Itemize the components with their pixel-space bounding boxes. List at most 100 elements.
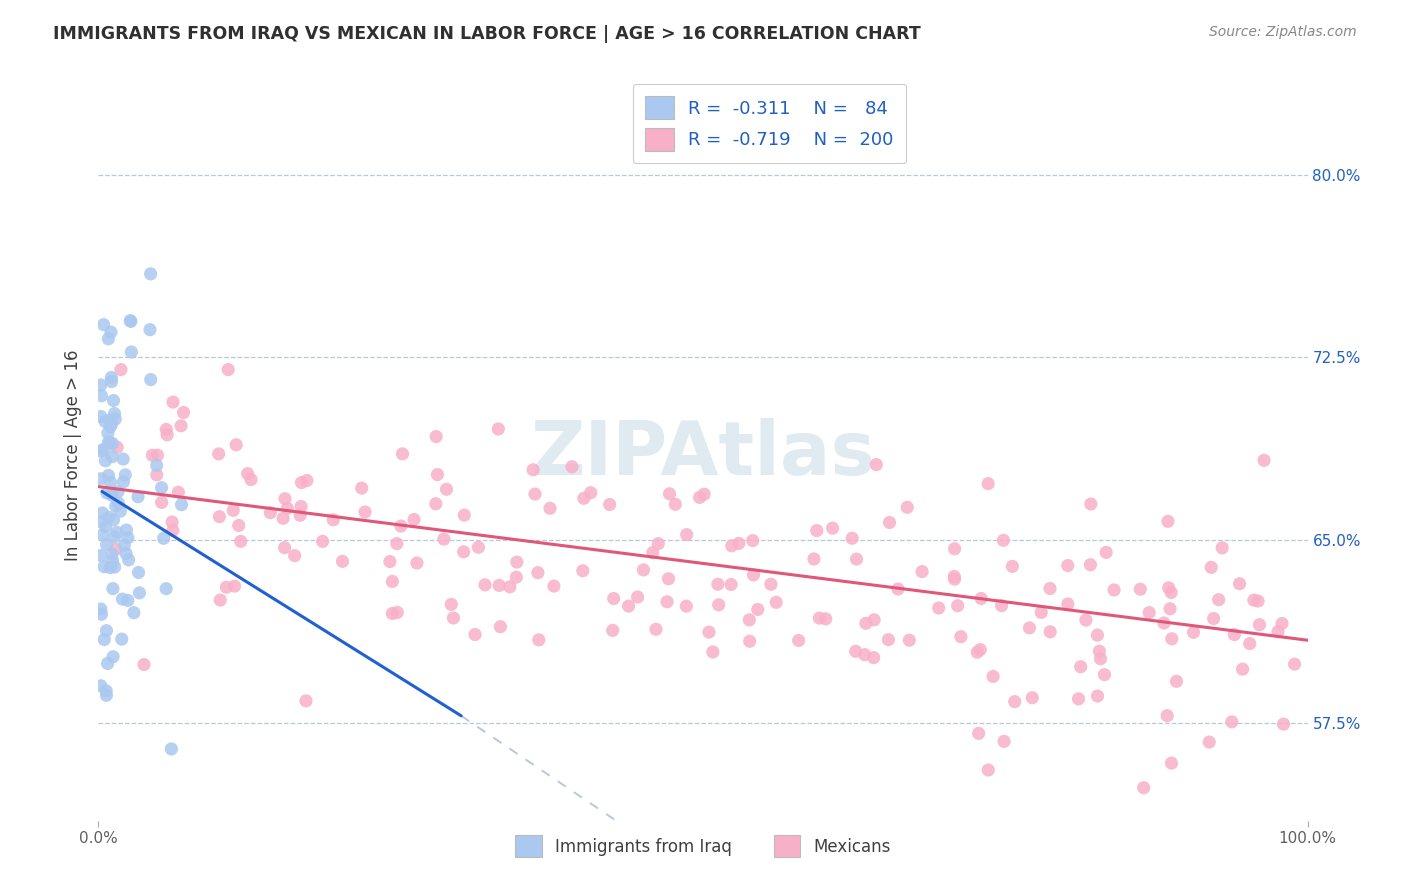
Point [741,533,763,548]
Point [94,520,117,534]
Point [738,634,761,648]
Point [93,318,115,332]
Point [1220,714,1243,729]
Point [132,657,155,672]
Point [332,554,354,568]
Point [855,616,877,631]
Point [217,362,239,376]
Point [288,508,311,523]
Point [104,499,127,513]
Point [112,475,135,489]
Point [93,559,115,574]
Point [543,579,565,593]
Point [1132,780,1154,795]
Point [97,468,120,483]
Point [877,632,900,647]
Point [720,577,742,591]
Point [602,591,624,606]
Point [527,566,550,580]
Point [290,475,312,490]
Point [225,438,247,452]
Point [1249,617,1271,632]
Point [155,422,177,436]
Point [103,513,125,527]
Point [1087,689,1109,703]
Y-axis label: In Labor Force | Age > 16: In Labor Force | Age > 16 [65,349,83,561]
Point [1018,621,1040,635]
Point [139,323,162,337]
Point [1039,582,1062,596]
Point [1088,644,1111,658]
Point [436,483,458,497]
Point [969,642,991,657]
Point [128,566,150,580]
Point [381,574,404,589]
Point [1080,558,1102,572]
Point [657,572,679,586]
Point [160,742,183,756]
Point [808,611,831,625]
Point [240,473,263,487]
Point [1070,660,1092,674]
Point [658,487,681,501]
Point [170,498,193,512]
Point [949,630,972,644]
Point [433,532,456,546]
Point [111,632,134,647]
Point [276,501,298,516]
Point [139,373,162,387]
Point [977,476,1000,491]
Point [97,425,120,440]
Point [803,552,825,566]
Point [90,602,112,616]
Point [105,441,128,455]
Point [538,501,561,516]
Point [100,370,122,384]
Point [107,496,129,510]
Point [97,435,120,450]
Point [453,508,475,522]
Point [90,409,112,424]
Point [821,521,844,535]
Point [1157,581,1180,595]
Point [943,572,966,586]
Point [845,644,868,658]
Point [1001,559,1024,574]
Point [110,362,132,376]
Point [1031,606,1053,620]
Point [1102,582,1125,597]
Point [486,422,509,436]
Point [693,487,716,501]
Point [93,442,115,457]
Point [464,627,486,641]
Point [290,500,312,514]
Point [981,669,1004,683]
Point [1284,657,1306,672]
Point [887,582,910,596]
Point [120,313,142,327]
Point [271,511,294,525]
Point [103,393,125,408]
Point [1004,695,1026,709]
Point [101,436,124,450]
Point [101,547,124,561]
Point [1067,691,1090,706]
Point [865,458,887,472]
Point [150,481,173,495]
Point [96,624,118,638]
Point [738,613,761,627]
Point [98,560,121,574]
Point [966,645,988,659]
Point [215,580,238,594]
Point [274,491,297,506]
Point [1157,514,1180,528]
Point [946,599,969,613]
Point [863,613,886,627]
Point [167,485,190,500]
Point [727,536,749,550]
Point [90,389,112,403]
Point [101,450,124,464]
Point [943,541,966,556]
Point [742,568,765,582]
Point [406,556,429,570]
